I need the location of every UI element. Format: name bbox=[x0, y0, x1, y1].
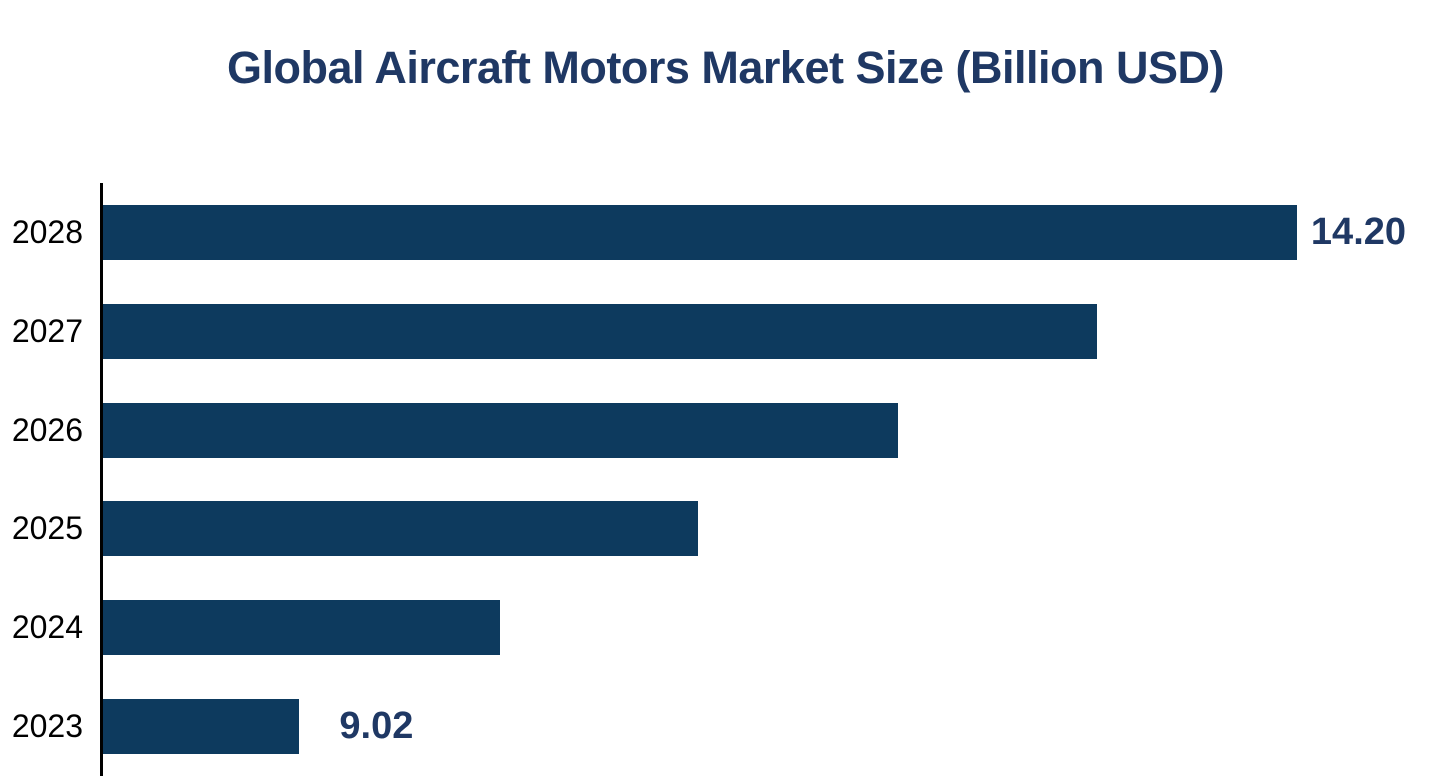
value-label: 9.02 bbox=[339, 705, 414, 748]
bar-row: 2025 bbox=[0, 479, 1451, 579]
value-label: 14.20 bbox=[1310, 210, 1407, 253]
y-axis-tick-label: 2027 bbox=[11, 312, 83, 349]
bar-2027 bbox=[103, 303, 1097, 359]
y-axis-tick-label: 2024 bbox=[11, 609, 83, 646]
bar-2023 bbox=[103, 699, 300, 755]
bar-track bbox=[100, 479, 1451, 579]
bar-track bbox=[100, 578, 1451, 678]
bar-row: 2028 14.20 bbox=[0, 183, 1451, 282]
chart-title: Global Aircraft Motors Market Size (Bill… bbox=[227, 42, 1224, 93]
y-axis-tick-label: 2023 bbox=[11, 708, 83, 745]
y-axis-tick-label: 2025 bbox=[11, 510, 83, 547]
plot-area: 2028 14.20 2027 2026 2025 2024 2023 9.02 bbox=[0, 183, 1451, 776]
y-axis-tick-label: 2026 bbox=[11, 411, 83, 448]
bar-row: 2027 bbox=[0, 281, 1451, 381]
bar-track bbox=[100, 380, 1451, 480]
bar-row: 2024 bbox=[0, 578, 1451, 678]
bar-row: 2023 9.02 bbox=[0, 677, 1451, 776]
bar-row: 2026 bbox=[0, 380, 1451, 480]
bar-track: 14.20 bbox=[100, 183, 1451, 282]
bar-2026 bbox=[103, 402, 899, 458]
bar-track bbox=[100, 281, 1451, 381]
bar-2028 bbox=[103, 204, 1297, 260]
bar-track: 9.02 bbox=[100, 677, 1451, 776]
bar-2024 bbox=[103, 600, 500, 656]
y-axis-tick-label: 2028 bbox=[11, 213, 83, 250]
bar-2025 bbox=[103, 501, 698, 557]
